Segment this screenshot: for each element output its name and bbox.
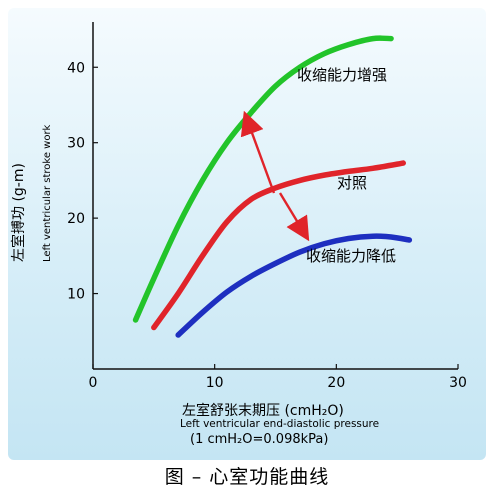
annotation-decreased-contractility: 收缩能力降低 — [306, 247, 396, 265]
series-line-2 — [175, 233, 413, 338]
change-arrow-up — [240, 110, 276, 194]
change-arrow-down — [278, 192, 310, 242]
x-tick-label: 30 — [449, 375, 467, 391]
x-tick-label: 20 — [327, 375, 345, 391]
y-tick-label: 20 — [67, 211, 85, 227]
x-tick-label: 10 — [206, 375, 224, 391]
tick-group: 0 10 20 30 10 20 30 40 — [67, 60, 467, 391]
series-line-1 — [151, 160, 406, 331]
x-tick-label: 0 — [89, 375, 98, 391]
y-axis-label-english: Left ventricular stroke work — [42, 124, 53, 262]
annotation-increased-contractility: 收缩能力增强 — [297, 66, 387, 84]
y-tick-label: 10 — [67, 287, 85, 303]
y-tick-label: 30 — [67, 136, 85, 152]
annotation-control: 对照 — [337, 174, 367, 192]
x-axis-label-english: Left ventricular end-diastolic pressure — [180, 418, 380, 430]
chart-panel — [8, 8, 486, 460]
series-group — [132, 35, 413, 338]
y-tick-label: 40 — [67, 60, 85, 76]
series-line-0 — [132, 35, 394, 323]
x-axis-unit-note: (1 cmH₂O=0.098kPa) — [190, 432, 329, 447]
x-axis-label: 左室舒张末期压 (cmH₂O) — [182, 403, 344, 419]
figure-caption: 图 – 心室功能曲线 — [164, 466, 330, 488]
y-axis-label: 左室搏功 (g-m) — [11, 163, 27, 262]
